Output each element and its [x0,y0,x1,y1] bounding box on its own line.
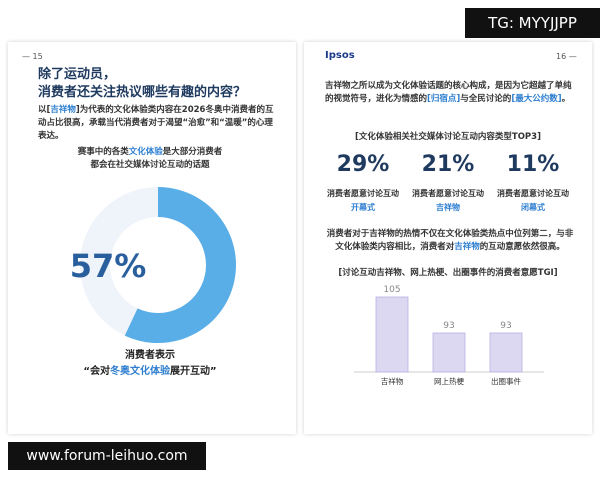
body: 消费者对于吉祥物的热情不仅在文化体验类热点中位列第二，与非文化体验类内容相比，消… [325,228,575,254]
text: 都会在社交媒体讨论互动的话题 [90,160,210,170]
top3-name: 闭幕式 [521,203,545,212]
donut-value: 57% [70,247,147,285]
bar [432,332,466,373]
page-number: 16 — [556,52,577,61]
page-number-text: 16 [556,52,567,61]
text: “会对 [83,366,110,377]
donut-arc [124,187,236,343]
logo: Ipsos [325,50,355,61]
x-tick-label: 出圈事件 [491,376,521,386]
text: 是大部分消费者 [162,147,223,157]
watermark: TG: MYYJJPP [465,8,600,38]
top3-name: 开幕式 [351,203,375,212]
value-label: 93 [443,321,454,331]
text: 。 [561,94,571,104]
value-label: 93 [500,321,511,331]
top3-item: 29% 消费者愿意讨论互动 开幕式 [320,150,406,213]
top3-item: 11% 消费者愿意讨论互动 闭幕式 [490,150,576,213]
left-page [8,42,296,434]
top3-title: [文化体验相关社交媒体讨论互动内容类型TOP3] [355,132,541,142]
highlight: [归宿点] [427,94,461,104]
watermark: www.forum-leihuo.com [8,442,206,470]
title-line: 消费者还关注热议哪些有趣的内容？ [38,85,247,100]
chart-title: [讨论互动吉祥物、网上热梗、出圈事件的消费者意愿TGI] [338,268,558,278]
top3-value: 21% [421,152,475,177]
bar [489,332,523,373]
donut-chart: 57% [70,187,236,343]
text: 消费者对于吉祥物的热情不仅在文化体验类热点中位列第二，与非文化体验类内容相比，消… [326,229,574,252]
top3-value: 29% [336,152,390,177]
bar-chart: 105 吉祥物 93 网上热梗 93 出圈事件 [354,285,544,386]
top3-label: 消费者愿意讨论互动 [497,189,569,198]
highlight: 吉祥物 [454,242,480,252]
highlight: 文化体验 [128,147,163,157]
title: 除了运动员， 消费者还关注热议哪些有趣的内容？ [38,66,246,102]
text: 赛事中的各类 [77,147,129,157]
page-number: — 15 [22,52,43,61]
text: 的互动意愿依然很高。 [479,242,565,252]
intro: 以[吉祥物]为代表的文化体验类内容在2026冬奥中消费者的互动占比很高，承载当代… [38,104,278,143]
text: 消费者表示 [125,350,175,361]
highlight: [最大公约数] [511,94,562,104]
statement: 消费者表示 “会对冬奥文化体验展开互动” [30,348,270,380]
top3-name: 吉祥物 [436,203,460,212]
text: 以[ [38,105,51,115]
text-line: “会对冬奥文化体验展开互动” [30,364,270,380]
highlight: 冬奥文化体验 [110,366,170,377]
intro: 吉祥物之所以成为文化体验话题的核心构成，是因为它超越了单纯的视觉符号，进化为情感… [325,80,575,106]
top3-item: 21% 消费者愿意讨论互动 吉祥物 [405,150,491,213]
highlight: 吉祥物 [50,105,76,115]
text: 与全民讨论的 [460,94,512,104]
top3-label: 消费者愿意讨论互动 [412,189,484,198]
donut-caption: 赛事中的各类文化体验是大部分消费者都会在社交媒体讨论互动的话题 [30,146,270,172]
page-number-text: 15 [32,52,43,61]
x-tick-label: 吉祥物 [381,376,404,386]
x-tick-label: 网上热梗 [434,376,464,386]
title-line: 除了运动员， [38,67,117,82]
text: 吉祥物之所以成为文化体验话题的核心构成，是因为它超越了单纯的视觉符号，进化为情感… [325,81,572,104]
top3: 29% 消费者愿意讨论互动 开幕式 21% 消费者愿意讨论互动 吉祥物 11% 消费者愿意讨论… [320,150,576,220]
value-label: 105 [383,285,400,295]
top3-label: 消费者愿意讨论互动 [327,189,399,198]
bar [375,296,409,373]
text: ]为代表的文化体验类内容在2026冬奥中消费者的互动占比很高，承载当代消费者对于… [38,105,274,141]
text: 展开互动” [170,366,217,377]
top3-value: 11% [506,152,560,177]
